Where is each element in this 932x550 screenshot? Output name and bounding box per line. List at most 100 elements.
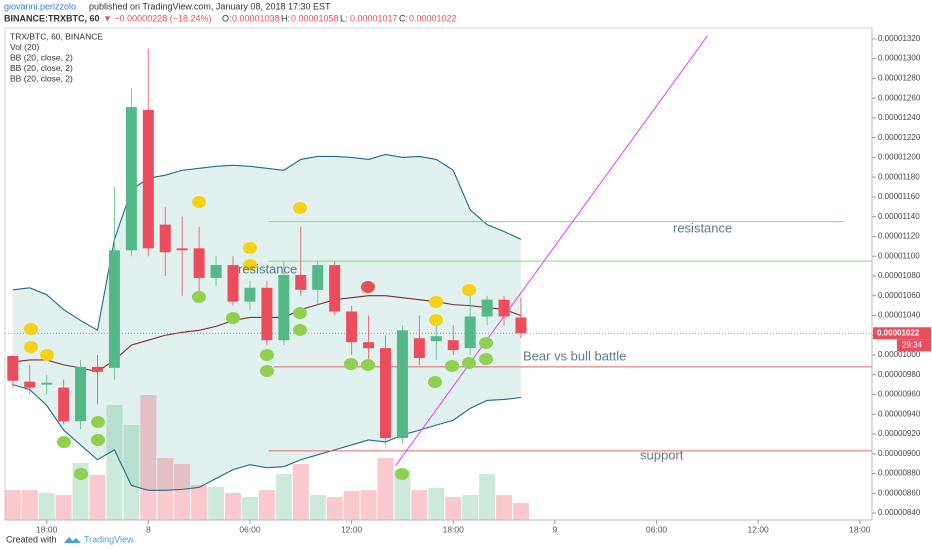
x-tick-label: 9: [553, 524, 558, 534]
candle-body: [515, 317, 527, 334]
y-tick-label: 0.00001000: [878, 350, 921, 359]
volume-bar: [123, 425, 140, 520]
y-tick-label: 0.00000940: [878, 409, 921, 418]
marker-yellow: [243, 259, 257, 271]
candle-body: [7, 356, 19, 381]
volume-bar: [89, 475, 106, 520]
candle-body: [346, 311, 358, 343]
candle-body: [210, 265, 222, 278]
volume-bar: [462, 495, 479, 520]
y-tick-label: 0.00000880: [878, 469, 921, 478]
marker-yellow: [293, 202, 307, 214]
candle-body: [261, 287, 273, 341]
ohlc-value: 0.00001022: [409, 13, 457, 23]
volume-bar: [394, 470, 411, 520]
marker-green: [344, 358, 358, 370]
ohlc-label: O:: [222, 13, 232, 23]
price-axis-bg: [872, 28, 932, 520]
marker-green: [74, 468, 88, 480]
volume-bar: [512, 503, 529, 520]
author: giovanni.perizzolo: [4, 1, 76, 11]
marker-green: [226, 312, 240, 324]
y-tick-label: 0.00001240: [878, 113, 921, 122]
marker-yellow: [192, 196, 206, 208]
candle-body: [413, 338, 425, 358]
marker-yellow: [243, 242, 257, 254]
legend-entry: BB (20, close, 2): [10, 63, 73, 73]
ohlc-value: 0.00001017: [350, 13, 398, 23]
marker-yellow: [429, 296, 443, 308]
volume-bar: [292, 464, 309, 520]
volume-bar: [309, 495, 326, 520]
volume-bar: [140, 395, 157, 520]
y-tick-label: 0.00001060: [878, 291, 921, 300]
marker-green: [260, 365, 274, 377]
volume-bar: [258, 490, 275, 520]
annotation: Bear vs bull battle: [523, 348, 626, 363]
band-upper: [12, 153, 522, 332]
candle-body: [498, 299, 510, 317]
volume-bar: [4, 490, 21, 520]
marker-green: [293, 324, 307, 336]
volume-bar: [343, 491, 360, 520]
ohlc-label: H:: [281, 13, 290, 23]
x-tick-label: 18:00: [36, 524, 58, 534]
published: published on TradingView.com, January 08…: [89, 1, 331, 11]
volume-bar: [191, 485, 208, 520]
change: ▼ −0.00000228 (−18.24%): [103, 13, 212, 23]
marker-green: [293, 307, 307, 319]
candle-body: [430, 336, 442, 342]
candle-body: [24, 381, 36, 388]
candle-body: [159, 224, 171, 253]
annotation: support: [640, 447, 684, 462]
y-tick-label: 0.00000980: [878, 370, 921, 379]
last-price-tag: [873, 327, 931, 340]
band-lower: [12, 384, 522, 491]
ohlc-label: L:: [340, 13, 348, 23]
x-tick-label: 18:00: [849, 524, 871, 534]
candle-body: [176, 248, 188, 251]
logo: [64, 537, 81, 543]
marker-yellow: [40, 349, 54, 361]
y-tick-label: 0.00001220: [878, 133, 921, 142]
x-tick-label: 06:00: [646, 524, 668, 534]
marker-yellow: [462, 284, 476, 296]
candle-body: [295, 274, 307, 290]
candle-body: [312, 265, 324, 290]
y-tick-label: 0.00001300: [878, 54, 921, 63]
y-tick-label: 0.00001320: [878, 34, 921, 43]
y-tick-label: 0.00001160: [878, 192, 920, 201]
y-tick-label: 0.00001100: [878, 251, 920, 260]
x-tick-label: 12:00: [748, 524, 770, 534]
volume-bar: [377, 458, 394, 520]
candle-body: [464, 316, 476, 349]
volume-bar: [21, 490, 38, 520]
y-tick-label: 0.00000920: [878, 429, 921, 438]
candle-body: [75, 366, 87, 422]
volume-bar: [479, 474, 496, 520]
y-tick-label: 0.00001200: [878, 153, 921, 162]
candle-body: [447, 340, 459, 351]
marker-green: [395, 468, 409, 480]
y-tick-label: 0.00000860: [878, 488, 921, 497]
countdown-tag: [897, 339, 931, 352]
marker-green: [479, 353, 493, 365]
x-tick-label: 18:00: [443, 524, 465, 534]
countdown: 29:34: [902, 340, 923, 349]
volume-bar: [157, 458, 174, 520]
candle-body: [91, 366, 103, 372]
legend-entry: BB (20, close, 2): [10, 73, 73, 83]
y-tick-label: 0.00000900: [878, 449, 921, 458]
y-tick-label: 0.00001180: [878, 172, 920, 181]
volume-bar: [55, 495, 72, 520]
candle-body: [193, 248, 205, 278]
volume-bar: [275, 474, 292, 520]
candle-body: [363, 342, 375, 349]
candle-body: [278, 274, 290, 341]
annotation: resistance: [673, 220, 732, 235]
candle-body: [58, 387, 70, 422]
marker-yellow: [24, 341, 38, 353]
x-tick-label: 12:00: [341, 524, 363, 534]
volume-bar: [496, 495, 513, 520]
marker-yellow: [429, 314, 443, 326]
